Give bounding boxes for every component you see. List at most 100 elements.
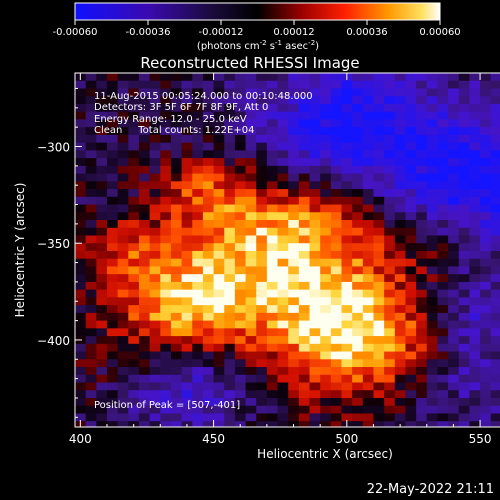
heatmap-cell [192,227,204,236]
heatmap-cell [394,367,406,376]
heatmap-cell [266,181,279,190]
heatmap-cell [490,111,500,120]
heatmap-cell [85,150,97,159]
heatmap-cell [117,312,129,322]
heatmap-cell [224,73,236,82]
heatmap-cell [330,343,342,353]
heatmap-cell [405,227,417,236]
heatmap-cell [394,281,406,291]
heatmap-cell [394,413,406,422]
heatmap-cell [160,111,172,120]
heatmap-cell [202,274,215,283]
heatmap-cell [106,111,119,120]
heatmap-cell [384,312,396,322]
heatmap-cell [85,96,97,105]
heatmap-cell [224,96,236,105]
heatmap-cell [405,312,417,322]
heatmap-cell [309,289,321,298]
heatmap-cell [245,119,257,128]
heatmap-cell [85,235,97,244]
heatmap-cell [160,150,172,159]
heatmap-cell [224,220,236,229]
heatmap-cell [256,281,268,291]
heatmap-cell [309,73,321,82]
heatmap-cell [288,127,300,136]
heatmap-cell [277,359,289,368]
heatmap-cell [373,173,385,182]
heatmap-cell [266,250,279,260]
heatmap-cell [330,274,342,283]
heatmap-cell [96,390,108,399]
heatmap-cell [469,212,481,221]
heatmap-cell [149,88,161,97]
heatmap-cell [384,227,396,236]
heatmap-cell [405,258,417,267]
heatmap-cell [234,305,247,314]
heatmap-cell [394,235,406,244]
heatmap-cell [448,397,460,407]
heatmap-cell [117,328,129,337]
heatmap-cell [394,96,406,105]
heatmap-cell [170,243,183,252]
heatmap-cell [309,142,321,151]
heatmap-cell [138,196,151,206]
heatmap-cell [480,189,492,198]
heatmap-cell [96,359,108,368]
heatmap-cell [128,289,140,298]
heatmap-cell [117,220,129,229]
heatmap-cell [437,421,449,427]
heatmap-cell [458,289,470,298]
heatmap-cell [170,258,183,267]
heatmap-cell [373,227,385,236]
heatmap-cell [426,258,438,267]
heatmap-cell [224,328,236,337]
heatmap-cell [288,73,300,82]
heatmap-cell [437,274,449,283]
heatmap-cell [309,80,321,89]
heatmap-cell [362,243,374,252]
heatmap-cell [170,289,183,298]
heatmap-cell [75,413,87,422]
heatmap-cell [149,220,161,229]
heatmap-cell [458,196,470,206]
heatmap-cell [192,165,204,175]
heatmap-cell [149,235,161,244]
colorbar-tick-label: 0.00036 [346,27,387,38]
heatmap-cell [469,405,481,414]
heatmap-cell [469,80,481,89]
heatmap-cell [245,297,257,306]
heatmap-cell [362,96,374,105]
heatmap-cell [245,367,257,376]
heatmap-cell [128,243,140,252]
heatmap-cell [245,204,257,213]
heatmap-cell [213,359,225,368]
heatmap-cell [330,250,342,260]
heatmap-cell [480,359,492,368]
heatmap-cell [384,297,396,306]
heatmap-cell [405,80,417,89]
heatmap-cell [362,367,374,376]
heatmap-cell [192,212,204,221]
heatmap-cell [85,274,97,283]
heatmap-cell [341,243,353,252]
heatmap-cell [330,390,342,399]
heatmap-cell [160,227,172,236]
heatmap-cell [405,289,417,298]
heatmap-cell [234,173,247,182]
heatmap-cell [320,343,332,353]
heatmap-cell [256,88,268,97]
heatmap-cell [266,165,279,175]
heatmap-cell [106,119,119,128]
heatmap-cell [469,421,481,427]
heatmap-cell [362,320,374,329]
heatmap-cell [373,281,385,291]
heatmap-cell [277,227,289,236]
heatmap-cell [234,103,247,113]
heatmap-cell [373,343,385,353]
heatmap-cell [448,336,460,345]
heatmap-cell [160,250,172,260]
heatmap-cell [469,196,481,206]
heatmap-cell [448,134,460,144]
heatmap-cell [213,80,225,89]
annotation-time-range: 11-Aug-2015 00:05:24.000 to 00:10:48.000 [94,91,313,102]
